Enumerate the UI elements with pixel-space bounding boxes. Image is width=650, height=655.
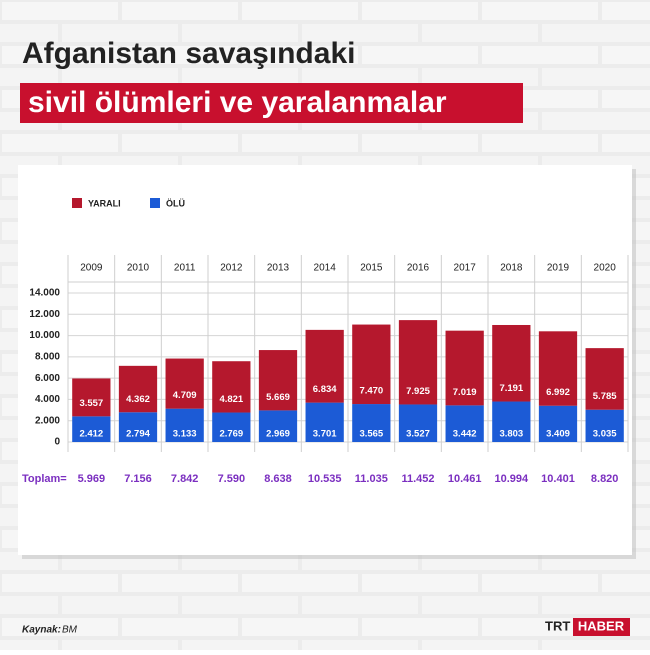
value-label: 2.769 — [219, 429, 243, 440]
legend-label: ÖLÜ — [166, 198, 185, 208]
logo: TRT — [545, 618, 570, 633]
value-label: 6.992 — [546, 387, 570, 398]
bar-segment — [258, 410, 298, 442]
legend-swatch — [150, 198, 160, 208]
x-tick-label: 2016 — [407, 263, 430, 274]
total-label: 8.820 — [591, 473, 619, 485]
bar-segment — [72, 378, 111, 417]
value-label: 7.470 — [359, 386, 383, 397]
total-label: 11.035 — [355, 473, 388, 485]
bar-segment — [398, 320, 438, 405]
value-label: 3.527 — [406, 429, 430, 440]
bar-segment — [538, 405, 578, 442]
value-label: 5.669 — [266, 392, 290, 403]
bar-segment — [258, 350, 298, 411]
x-tick-label: 2010 — [127, 263, 150, 274]
bar-segment — [212, 361, 251, 413]
total-label: 5.969 — [78, 473, 106, 485]
bar-segment — [445, 330, 484, 406]
bar-segment — [305, 329, 344, 403]
title: Afganistan savaşındaki — [22, 37, 355, 70]
y-tick-label: 12.000 — [29, 309, 60, 320]
value-label: 2.412 — [79, 429, 103, 440]
value-label: 2.969 — [266, 429, 290, 440]
value-label: 3.701 — [313, 429, 337, 440]
value-label: 4.821 — [219, 394, 243, 405]
y-tick-label: 4.000 — [35, 394, 60, 405]
total-label: 10.535 — [308, 473, 342, 485]
value-label: 6.834 — [313, 384, 337, 395]
bar-segment — [165, 358, 204, 409]
value-label: 3.565 — [359, 429, 383, 440]
bar-segment — [398, 404, 438, 442]
value-label: 7.191 — [499, 383, 523, 394]
value-label: 3.035 — [593, 429, 617, 440]
y-tick-label: 2.000 — [35, 415, 60, 426]
title: sivil ölümleri ve yaralanmalar — [28, 86, 447, 119]
value-label: 2.794 — [126, 429, 150, 440]
source: BM — [62, 625, 78, 636]
x-tick-label: 2012 — [220, 263, 243, 274]
total-title: Toplam= — [22, 473, 67, 485]
x-tick-label: 2015 — [360, 263, 383, 274]
total-label: 7.590 — [218, 473, 246, 485]
x-tick-label: 2013 — [267, 263, 290, 274]
y-tick-label: 10.000 — [29, 330, 60, 341]
bar-segment — [492, 324, 531, 402]
bar-segment — [445, 405, 484, 442]
value-label: 4.362 — [126, 394, 150, 405]
source-label: Kaynak: — [22, 625, 61, 636]
legend-swatch — [72, 198, 82, 208]
value-label: 3.442 — [453, 429, 477, 440]
bar-segment — [585, 409, 624, 442]
x-tick-label: 2009 — [80, 263, 103, 274]
legend-label: YARALI — [88, 198, 121, 208]
total-label: 8.638 — [264, 473, 292, 485]
value-label: 3.557 — [79, 398, 103, 409]
bar-segment — [352, 324, 391, 405]
value-label: 7.019 — [453, 387, 477, 398]
total-label: 7.842 — [171, 473, 199, 485]
value-label: 3.133 — [173, 429, 197, 440]
bar-segment — [538, 331, 578, 406]
bar-segment — [118, 412, 158, 442]
bar-segment — [118, 365, 158, 413]
value-label: 3.409 — [546, 429, 570, 440]
x-tick-label: 2014 — [314, 263, 337, 274]
bar-segment — [212, 412, 251, 442]
bar-segment — [352, 404, 391, 442]
x-tick-label: 2019 — [547, 263, 570, 274]
bar-segment — [585, 348, 624, 410]
value-label: 3.803 — [499, 429, 523, 440]
x-tick-label: 2017 — [454, 263, 477, 274]
y-tick-label: 8.000 — [35, 351, 60, 362]
x-tick-label: 2020 — [594, 263, 617, 274]
logo: HABER — [578, 618, 625, 633]
logo-box — [573, 618, 630, 636]
y-tick-label: 14.000 — [29, 288, 60, 299]
x-tick-label: 2011 — [174, 263, 196, 274]
value-label: 4.709 — [173, 390, 197, 401]
total-label: 11.452 — [401, 473, 434, 485]
value-label: 5.785 — [593, 391, 617, 402]
title-highlight — [20, 83, 523, 123]
bar-segment — [492, 401, 531, 442]
y-tick-label: 0 — [54, 437, 60, 448]
total-label: 10.461 — [448, 473, 482, 485]
x-tick-label: 2018 — [500, 263, 523, 274]
y-tick-label: 6.000 — [35, 373, 60, 384]
total-label: 10.401 — [541, 473, 575, 485]
total-label: 10.994 — [495, 473, 530, 485]
value-label: 7.925 — [406, 386, 430, 397]
bar-segment — [72, 416, 111, 442]
bar-segment — [305, 402, 344, 442]
bar-segment — [165, 408, 204, 442]
total-label: 7.156 — [124, 473, 152, 485]
